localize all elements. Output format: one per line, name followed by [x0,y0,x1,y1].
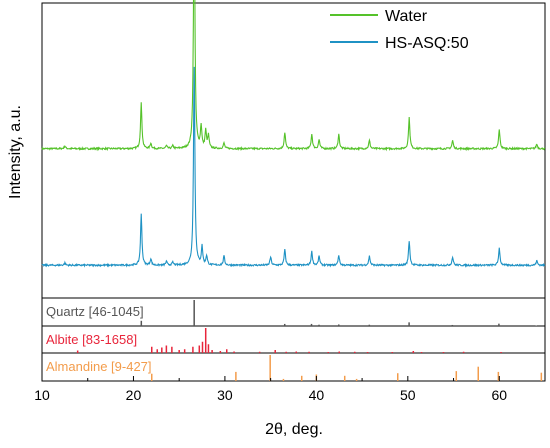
plot-frame [41,2,546,382]
x-tick-label: 10 [34,387,50,403]
legend-label-2: HS-ASQ:50 [385,35,469,52]
x-tick-label: 50 [400,387,416,403]
reference-label-3: Almandine [9-427] [46,359,152,374]
reference-panel-1: Quartz [46-1045] [46,300,537,326]
x-tick-label: 60 [491,387,507,403]
y-axis-label: Intensity, a.u. [7,105,24,199]
x-axis-label: 2θ, deg. [265,421,323,438]
reference-label-1: Quartz [46-1045] [46,304,144,319]
series-line-1 [41,0,546,152]
reference-panel-3: Almandine [9-427] [46,355,543,381]
legend: Water HS-ASQ:50 [330,8,469,52]
series-layer [41,0,546,268]
x-tick-label: 30 [217,387,233,403]
reference-layer: Quartz [46-1045] Albite [83-1658] Almandin… [46,300,543,381]
x-tick-label: 40 [309,387,325,403]
legend-label-1: Water [385,8,428,25]
series-line-2 [41,66,546,268]
reference-panel-2: Albite [83-1658] [46,328,502,353]
x-tick-label: 20 [126,387,142,403]
axes-layer: 10 20 30 40 50 60 [34,376,546,403]
reference-label-2: Albite [83-1658] [46,332,137,347]
plot-border [41,2,546,382]
